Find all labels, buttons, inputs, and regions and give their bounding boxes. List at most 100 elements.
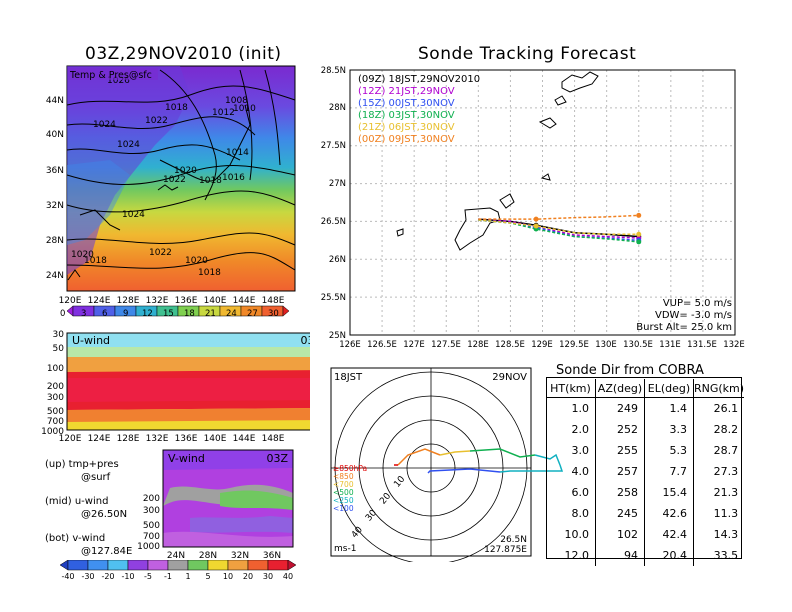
lon-tick: 129.5E	[559, 340, 589, 350]
table-cell: 42.4	[662, 528, 688, 541]
table-cell: 252	[617, 423, 638, 436]
lon-tick: 144E	[233, 296, 256, 306]
v-wind-time: 03Z	[266, 452, 288, 465]
colorbar-tick: 21	[205, 309, 216, 319]
pressure-legend-entry: <500	[333, 488, 354, 497]
lon-tick: 132E	[723, 340, 745, 350]
isobar-label: 1010	[233, 104, 256, 114]
lon-tick: 136E	[175, 296, 198, 306]
table-row: 6.0 258 15.4 21.3	[546, 482, 745, 503]
note-line: (up) tmp+pres	[45, 459, 119, 470]
table-cell: 2.0	[571, 423, 590, 436]
polar-lon: 127.875E	[484, 545, 527, 555]
level-tick: 1000	[137, 542, 160, 552]
table-cell: 1.0	[571, 402, 590, 415]
lat-tick: 27N	[329, 179, 346, 189]
pressure-legend-entry: <850	[333, 472, 354, 481]
table-cell: 28.2	[713, 423, 739, 436]
colorbar-tick: 3	[81, 309, 87, 319]
track-series-line	[478, 219, 639, 236]
table-row: 8.0 245 42.6 11.3	[546, 503, 745, 524]
note-line: @26.50N	[81, 509, 128, 520]
level-tick: 700	[143, 532, 160, 542]
table-header-row: HT(km) AZ(deg) EL(deg) RNG(km)	[546, 379, 745, 398]
lon-tick: 132E	[146, 434, 169, 444]
lat-tick: 28N	[329, 103, 346, 113]
lon-tick: 130.5E	[623, 340, 653, 350]
isobar-label: 1024	[93, 120, 116, 130]
isobar-label: 1020	[174, 166, 197, 176]
u-wind-label: U-wind	[72, 334, 110, 347]
table-cell: 42.6	[662, 507, 688, 520]
table-cell: 102	[617, 528, 638, 541]
table-cell: 255	[617, 444, 638, 457]
sonde-table-title: Sonde Dir from COBRA	[556, 363, 704, 378]
level-tick: 200	[47, 382, 64, 392]
panel-notes: (up) tmp+pres @surf (mid) u-wind @26.50N (…	[45, 458, 132, 558]
pressure-legend-entry: <100	[333, 504, 354, 513]
colorbar-tick: -30	[81, 572, 94, 581]
level-tick: 200	[143, 494, 160, 504]
param-text: VUP= 5.0 m/s	[663, 298, 732, 309]
level-tick: 500	[47, 407, 64, 417]
lat-tick: 32N	[231, 551, 249, 561]
lon-tick: 120E	[59, 296, 82, 306]
track-title: Sonde Tracking Forecast	[418, 44, 637, 64]
level-tick: 300	[47, 393, 64, 403]
isobar-label: 1018	[198, 268, 221, 278]
colorbar-tick: -10	[121, 572, 134, 581]
note-line: (mid) u-wind	[45, 496, 109, 507]
track-point	[636, 239, 642, 245]
v-wind-label: V-wind	[168, 452, 205, 465]
lat-tick: 26.5N	[321, 217, 346, 227]
lon-tick: 132E	[146, 296, 169, 306]
colorbar-tick: 30	[268, 309, 279, 319]
v-wind-section: V-wind 03Z 200 300 500 700 1000 24N 28N …	[137, 449, 294, 561]
level-tick: 500	[143, 521, 160, 531]
lon-tick: 144E	[233, 434, 256, 444]
table-cell: 26.1	[713, 402, 739, 415]
param-text: VDW= -3.0 m/s	[655, 310, 732, 321]
param-text: Burst Alt= 25.0 km	[636, 322, 732, 333]
table-cell: 28.7	[713, 444, 739, 457]
table-cell: 4.0	[571, 465, 590, 478]
lon-tick: 120E	[59, 434, 82, 444]
table-cell: 20.4	[662, 549, 688, 562]
colorbar-tick: 6	[102, 309, 108, 319]
table-row: 12.0 94 20.4 33.5	[546, 545, 745, 566]
lon-tick: 130E	[595, 340, 617, 350]
colorbar-tick: 24	[226, 309, 237, 319]
colorbar-tick: 27	[247, 309, 258, 319]
lon-tick: 131.5E	[687, 340, 717, 350]
table-header: AZ(deg)	[595, 379, 645, 398]
pressure-legend-entry: ≥850hPa	[333, 464, 367, 473]
lat-tick: 24N	[167, 551, 185, 561]
isobar-label: 1020	[185, 256, 208, 266]
table-cell: 5.3	[669, 444, 688, 457]
lon-tick: 127.5E	[431, 340, 461, 350]
lat-tick: 24N	[46, 271, 64, 281]
lat-tick: 26N	[329, 255, 346, 265]
table-cell: 12.0	[564, 549, 590, 562]
table-cell: 3.0	[571, 444, 590, 457]
init-title: 03Z,29NOV2010 (init)	[85, 44, 282, 64]
polar-wind-plot: 10 20 30 40 18JST 29NOV ≥850hPa <850 <70…	[330, 367, 564, 562]
level-tick: 300	[143, 506, 160, 516]
pressure-legend-entry: <700	[333, 480, 354, 489]
level-tick: 100	[47, 364, 64, 374]
table-row: 2.0 252 3.3 28.2	[546, 419, 745, 440]
track-series-line	[478, 214, 639, 220]
note-line: (bot) v-wind	[45, 533, 106, 544]
table-cell: 249	[617, 402, 638, 415]
lon-tick: 128E	[117, 434, 140, 444]
sonde-direction-table: HT(km) AZ(deg) EL(deg) RNG(km) 1.0 249 1.4…	[546, 379, 745, 566]
legend-entry: (15Z) 00JST,30NOV	[358, 98, 455, 109]
colorbar-tick: 9	[123, 309, 129, 319]
colorbar-tick: 18	[184, 309, 195, 319]
track-point	[636, 212, 642, 218]
lon-tick: 140E	[204, 434, 227, 444]
lon-tick: 148E	[262, 434, 285, 444]
lat-tick: 28N	[199, 551, 217, 561]
lon-tick: 128E	[117, 296, 140, 306]
pressure-legend-entry: <250	[333, 496, 354, 505]
